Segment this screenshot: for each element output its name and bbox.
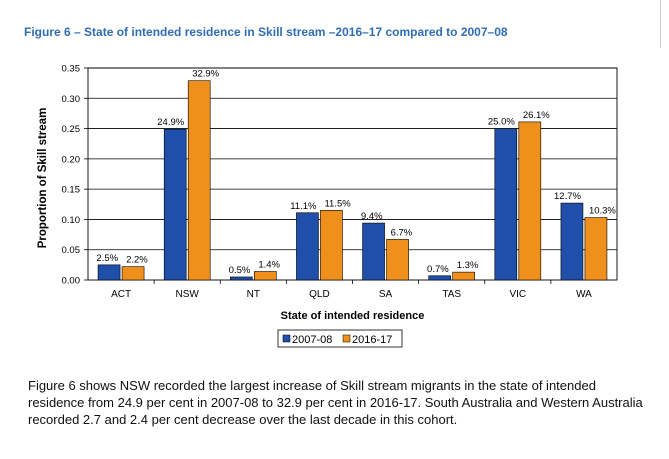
legend-entry: 2016-17 <box>352 334 392 346</box>
x-tick-label: QLD <box>309 289 330 300</box>
data-label: 26.1% <box>523 110 550 121</box>
data-label: 32.9% <box>192 69 219 80</box>
data-labels: 2.5% 2.2% 24.9% 32.9% 0.5% 1.4% 11.1% 11.5% 9.4%… <box>96 69 616 276</box>
x-tick-label: NT <box>247 289 260 300</box>
y-tick-label: 0.30 <box>62 94 81 105</box>
bar-chart: 0.00 0.05 0.10 0.15 0.20 0.25 0.30 0.35 2.5% 2.2… <box>37 64 618 348</box>
figure-title: Figure 6 – State of intended residence i… <box>24 25 508 39</box>
bar-tas-2016-17 <box>452 271 475 281</box>
bar-sa-2007-08 <box>362 222 385 281</box>
legend-entry: 2007-08 <box>292 334 332 346</box>
bar-qld-2007-08 <box>296 212 319 281</box>
x-tick-labels: ACT NSW NT QLD SA TAS VIC WA <box>111 289 592 300</box>
bars <box>97 80 608 281</box>
y-tick-labels: 0.00 0.05 0.10 0.15 0.20 0.25 0.30 0.35 <box>62 64 81 287</box>
y-tick-label: 0.00 <box>62 276 81 287</box>
data-label: 25.0% <box>488 117 515 128</box>
bar-nsw-2007-08 <box>163 128 187 281</box>
data-label: 2.5% <box>96 253 118 264</box>
divider <box>660 0 661 48</box>
bar-wa-2007-08 <box>560 202 584 281</box>
y-axis-label: Proportion of Skill stream <box>37 108 49 249</box>
legend-swatch <box>342 334 351 343</box>
bar-nt-2007-08 <box>230 276 253 281</box>
data-label: 9.4% <box>361 211 383 222</box>
data-label: 0.7% <box>427 264 449 275</box>
x-tick-label: WA <box>576 289 592 300</box>
bar-nt-2016-17 <box>254 271 277 281</box>
data-label: 11.5% <box>324 198 351 209</box>
data-label: 1.4% <box>258 260 280 271</box>
bar-tas-2007-08 <box>428 275 451 281</box>
data-label: 2.2% <box>126 255 148 266</box>
data-label: 1.3% <box>457 260 479 271</box>
bar-act-2007-08 <box>97 264 121 281</box>
bar-nsw-2016-17 <box>187 80 211 281</box>
bar-wa-2016-17 <box>584 217 608 281</box>
x-axis-label: State of intended residence <box>281 310 425 322</box>
y-tick-label: 0.10 <box>62 215 81 226</box>
x-tick-label: NSW <box>176 289 200 300</box>
y-tick-label: 0.15 <box>62 185 81 196</box>
legend-box <box>277 329 403 348</box>
data-label: 11.1% <box>290 201 317 212</box>
bar-qld-2016-17 <box>320 210 343 281</box>
data-label: 0.5% <box>229 265 251 276</box>
x-tick-label: SA <box>379 289 393 300</box>
bar-sa-2016-17 <box>386 239 409 281</box>
bar-vic-2007-08 <box>494 128 518 281</box>
legend: 2007-08 2016-17 <box>277 329 403 348</box>
bar-act-2016-17 <box>121 266 145 281</box>
x-tick-label: TAS <box>442 289 461 300</box>
y-tick-label: 0.05 <box>62 245 81 256</box>
legend-swatch <box>282 334 291 343</box>
data-label: 10.3% <box>589 206 616 217</box>
data-label: 24.9% <box>157 117 184 128</box>
y-tick-label: 0.20 <box>62 154 81 165</box>
x-tick-label: ACT <box>111 289 131 300</box>
bar-vic-2016-17 <box>518 121 542 281</box>
data-label: 12.7% <box>554 191 581 202</box>
y-tick-label: 0.25 <box>62 124 81 135</box>
data-label: 6.7% <box>391 227 413 238</box>
figure-caption: Figure 6 shows NSW recorded the largest … <box>28 378 643 427</box>
y-tick-label: 0.35 <box>62 64 81 75</box>
x-tick-label: VIC <box>509 289 526 300</box>
